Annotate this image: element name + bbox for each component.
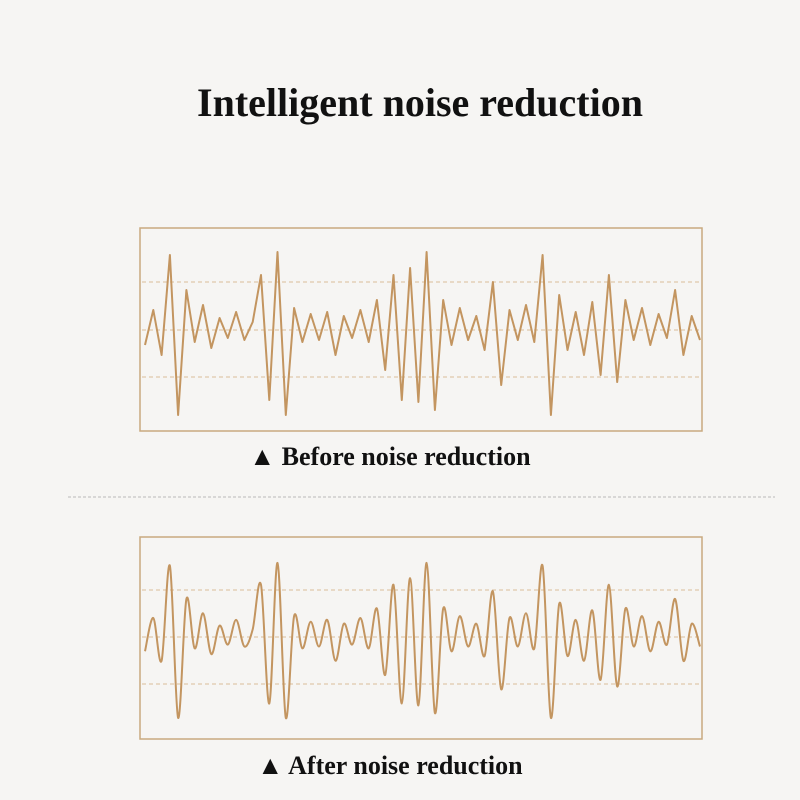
caption: ▲ After noise reduction [257,751,523,780]
noisy-waveform [144,251,701,416]
before-panel [139,227,703,432]
caption: ▲ Before noise reduction [249,442,531,471]
title: Intelligent noise reduction [197,80,643,125]
clean-waveform [144,561,701,719]
after-panel [139,536,703,740]
